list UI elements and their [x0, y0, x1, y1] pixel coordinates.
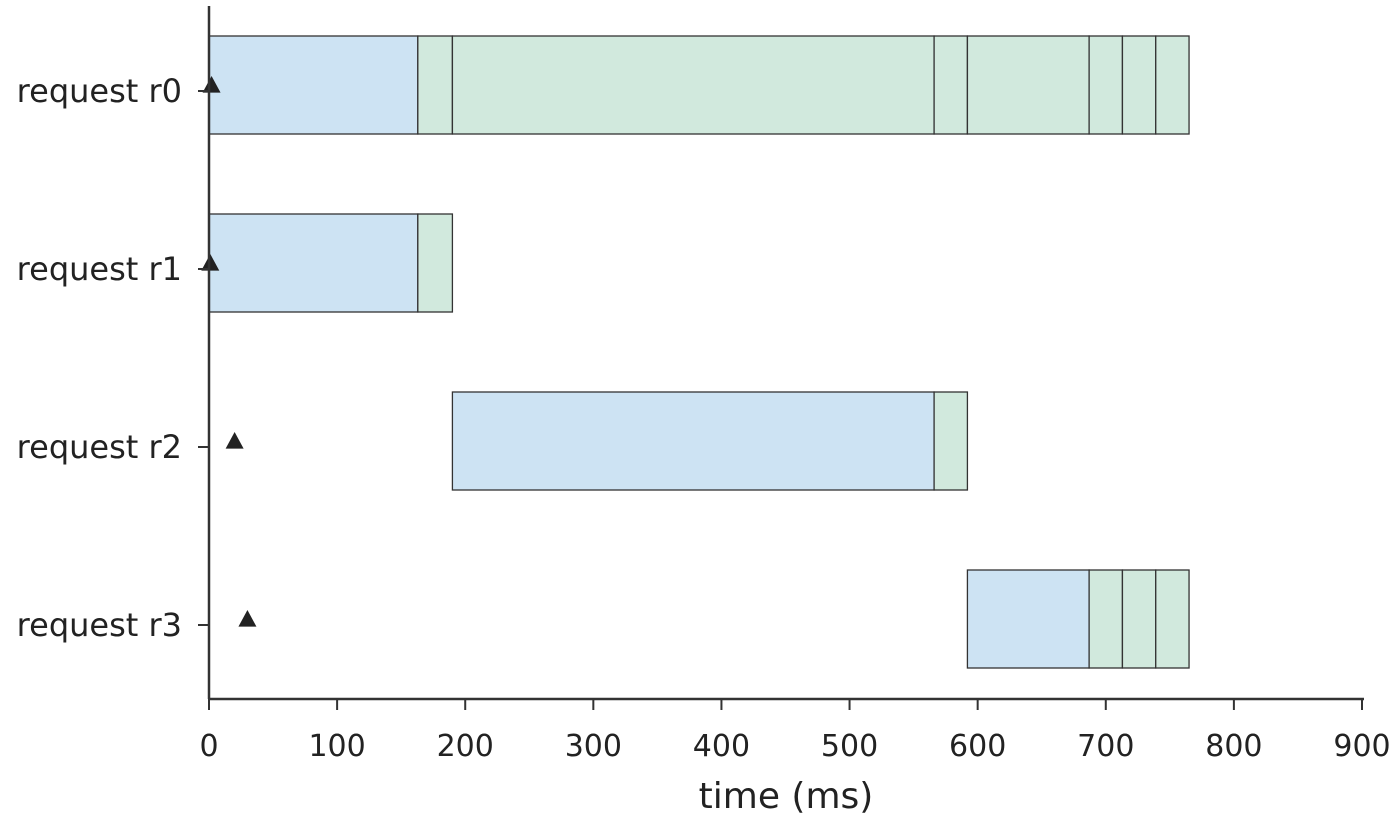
x-tick-label-700: 700	[1077, 729, 1134, 764]
bar-segment-r3-0	[966, 569, 1090, 669]
arrival-markers-layer	[201, 76, 257, 627]
bar-segment-r0-7	[1155, 35, 1190, 135]
bar-segment-r1-1	[417, 213, 454, 313]
bar-segment-r2-0	[451, 391, 935, 491]
y-category-label-r3: request r3	[17, 606, 182, 644]
bar-segment-r0-6	[1121, 35, 1157, 135]
bars-layer	[208, 35, 1190, 669]
bar-segment-r2-1	[933, 391, 969, 491]
bar-segment-r0-5	[1088, 35, 1124, 135]
x-tick-label-300: 300	[565, 729, 622, 764]
arrival-marker-r0	[202, 76, 221, 93]
bar-segment-r0-3	[933, 35, 969, 135]
x-tick-label-800: 800	[1205, 729, 1262, 764]
x-tick-label-0: 0	[199, 729, 218, 764]
bar-segment-r0-4	[966, 35, 1090, 135]
x-axis-label: time (ms)	[699, 776, 874, 817]
x-tick-label-900: 900	[1333, 729, 1390, 764]
x-tick-label-600: 600	[949, 729, 1006, 764]
bar-segment-r0-1	[417, 35, 454, 135]
y-category-label-r0: request r0	[17, 72, 182, 110]
bar-segment-r3-3	[1155, 569, 1190, 669]
arrival-marker-r3	[238, 610, 257, 627]
y-categories-layer: request r0 request r1 request r2 request r3	[17, 72, 209, 644]
bar-segment-r3-1	[1088, 569, 1124, 669]
x-tick-label-500: 500	[821, 729, 878, 764]
x-tick-label-100: 100	[308, 729, 365, 764]
x-tick-label-400: 400	[693, 729, 750, 764]
bar-segment-r3-2	[1121, 569, 1157, 669]
bar-segment-r0-0	[208, 35, 419, 135]
arrival-marker-r2	[225, 432, 244, 449]
arrival-marker-r1	[201, 254, 220, 271]
x-tick-label-200: 200	[437, 729, 494, 764]
x-ticks-layer: 0 100 200 300 400 500 600 700 800 900	[199, 699, 1391, 764]
bar-segment-r1-0	[208, 213, 419, 313]
bar-segment-r0-2	[451, 35, 935, 135]
axes-layer	[207, 6, 1364, 701]
y-category-label-r1: request r1	[17, 250, 182, 288]
y-category-label-r2: request r2	[17, 428, 182, 466]
